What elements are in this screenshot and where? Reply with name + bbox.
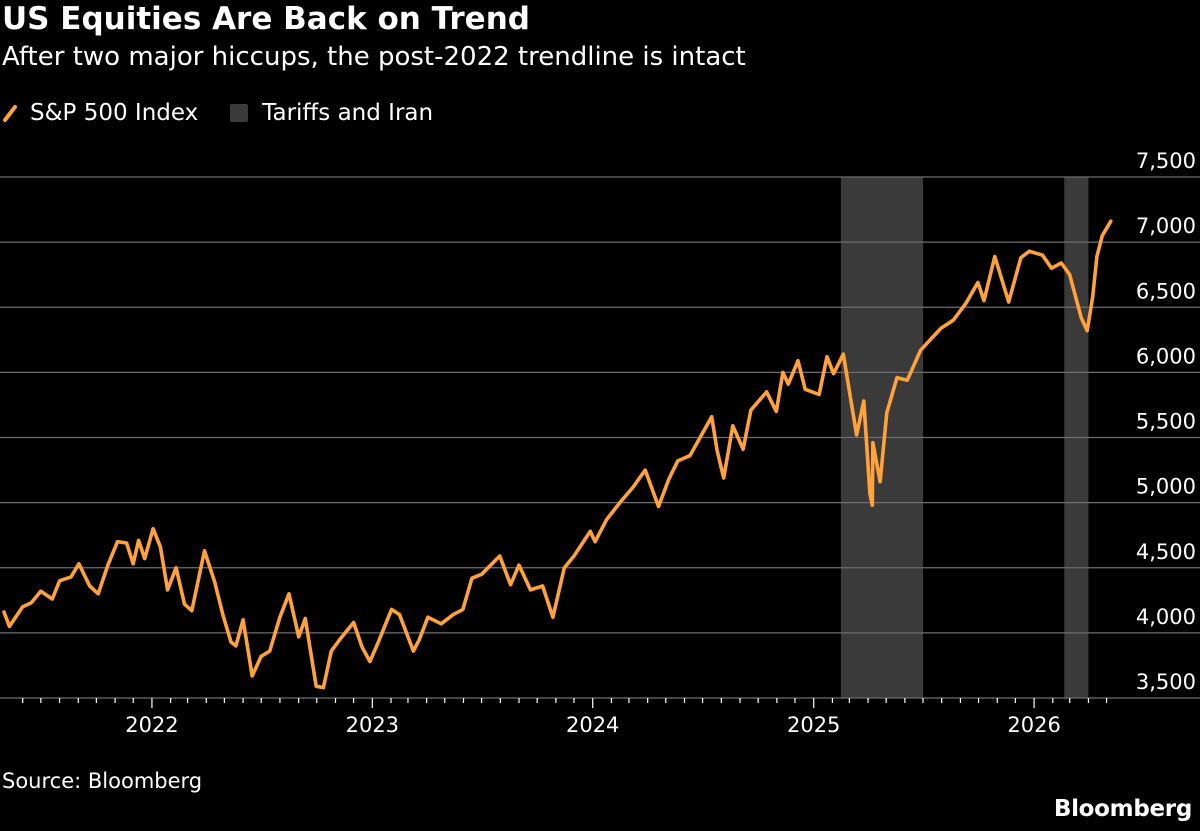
bloomberg-logo: Bloomberg bbox=[1053, 796, 1192, 822]
y-tick-label-7000: 7,000 bbox=[1136, 214, 1196, 238]
y-tick-label-7500: 7,500 bbox=[1136, 149, 1196, 173]
legend-item-sp500: S&P 500 Index bbox=[2, 100, 198, 126]
x-tick-label-2022: 2022 bbox=[125, 713, 178, 737]
line-chart: 2022 2023 2024 2025 2026 3,500 4,000 4,500 5,00… bbox=[0, 149, 1200, 737]
legend: S&P 500 Index Tariffs and Iran bbox=[2, 99, 463, 127]
source-note: Source: Bloomberg bbox=[2, 769, 203, 793]
x-tick-label-2024: 2024 bbox=[566, 713, 619, 737]
y-tick-label-5500: 5,500 bbox=[1136, 410, 1196, 434]
y-tick-label-4500: 4,500 bbox=[1136, 540, 1196, 564]
x-tick-label-2025: 2025 bbox=[787, 713, 840, 737]
y-tick-label-5000: 5,000 bbox=[1136, 475, 1196, 499]
legend-label-tariffs-iran: Tariffs and Iran bbox=[262, 100, 434, 126]
legend-item-tariffs-iran: Tariffs and Iran bbox=[228, 100, 433, 126]
legend-label-sp500: S&P 500 Index bbox=[30, 100, 199, 126]
gridlines bbox=[0, 176, 1200, 699]
x-tick-label-2026: 2026 bbox=[1007, 713, 1060, 737]
series-lines bbox=[2, 219, 1113, 690]
y-axis: 3,500 4,000 4,500 5,000 5,500 6,000 6,500 7,000… bbox=[1136, 149, 1196, 694]
x-axis: 2022 2023 2024 2025 2026 bbox=[22, 698, 1108, 737]
y-tick-label-4000: 4,000 bbox=[1136, 605, 1196, 629]
x-tick-label-2023: 2023 bbox=[346, 713, 399, 737]
chart-title: US Equities Are Back on Trend bbox=[2, 1, 530, 37]
series-line-sp500 bbox=[2, 219, 1113, 690]
line-swatch-icon bbox=[3, 105, 17, 122]
chart-subtitle: After two major hiccups, the post-2022 t… bbox=[2, 42, 746, 72]
y-tick-label-3500: 3,500 bbox=[1136, 670, 1196, 694]
y-tick-label-6000: 6,000 bbox=[1136, 344, 1196, 368]
square-swatch-icon bbox=[230, 104, 249, 122]
y-tick-label-6500: 6,500 bbox=[1136, 279, 1196, 303]
